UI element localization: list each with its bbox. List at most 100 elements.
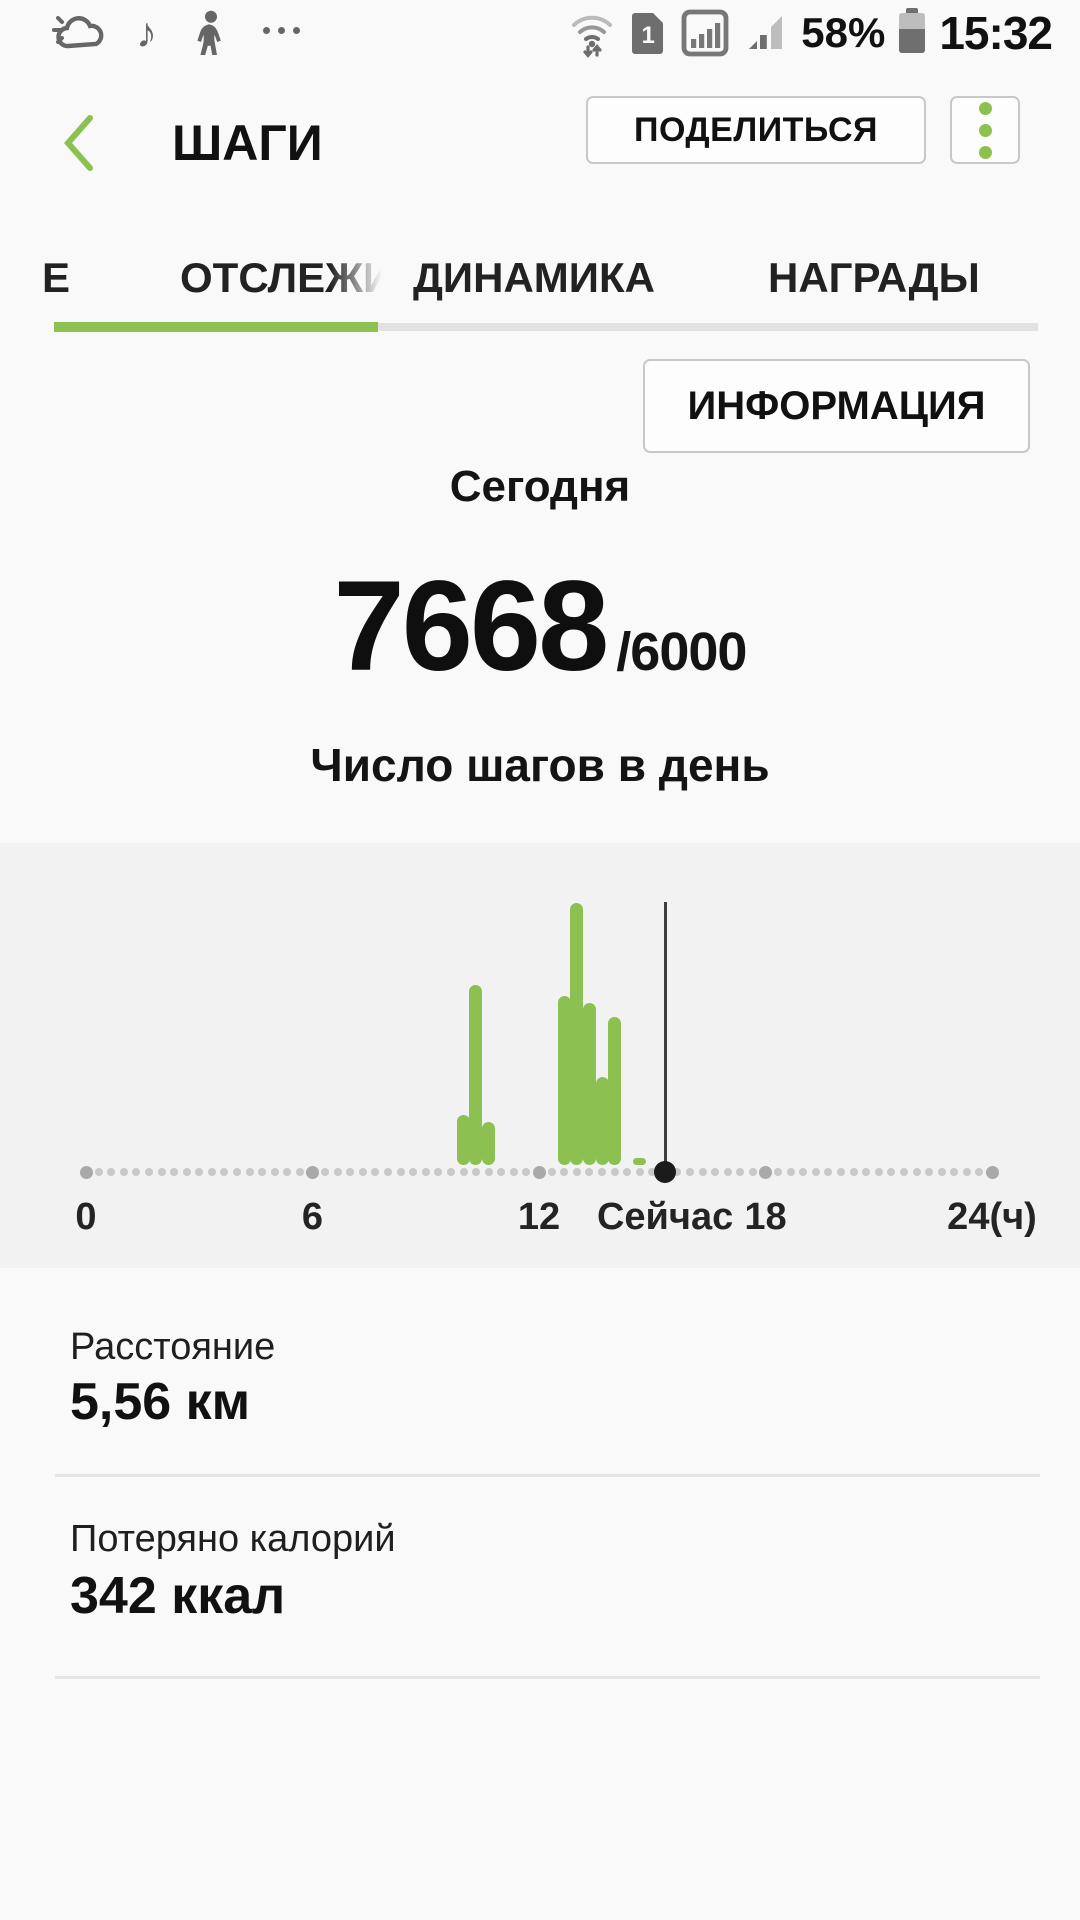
active-tab-underline	[54, 322, 378, 332]
status-left-icons: ♪	[52, 10, 300, 56]
axis-dot	[874, 1168, 883, 1176]
axis-dot	[673, 1168, 682, 1176]
axis-dot	[157, 1168, 166, 1176]
axis-dot	[144, 1168, 153, 1176]
axis-tick-label: 0	[75, 1196, 97, 1238]
now-marker-dot	[654, 1161, 677, 1183]
step-bar	[482, 1122, 496, 1165]
axis-dot	[371, 1168, 380, 1176]
axis-tick-label: 6	[301, 1196, 324, 1238]
axis-dot	[799, 1168, 808, 1176]
axis-dot	[509, 1168, 518, 1176]
axis-dot	[220, 1168, 229, 1176]
status-right-icons: 1 58% 15:32	[567, 6, 1053, 60]
axis-dot	[572, 1168, 581, 1176]
step-bar	[469, 985, 483, 1165]
divider	[55, 1676, 1040, 1679]
music-note-icon: ♪	[136, 9, 157, 56]
steps-count: 7668	[333, 555, 610, 698]
axis-dot	[532, 1165, 546, 1179]
axis-dot	[472, 1168, 481, 1176]
step-bar	[582, 1003, 596, 1165]
axis-dot	[446, 1168, 455, 1176]
step-bar	[570, 903, 584, 1165]
axis-dot	[899, 1168, 908, 1176]
axis-dot	[321, 1168, 330, 1176]
axis-dot	[79, 1165, 93, 1179]
more-menu-button[interactable]	[950, 96, 1020, 164]
axis-dot	[434, 1168, 443, 1176]
boxed-signal-icon	[681, 9, 729, 57]
axis-dot	[283, 1168, 292, 1176]
svg-text:1: 1	[642, 22, 655, 49]
axis-dot	[295, 1168, 304, 1176]
axis-dot	[560, 1168, 569, 1176]
axis-dot	[635, 1168, 644, 1176]
chart-canvas[interactable]: 0 6 12 Сейчас 18 24(ч)	[0, 843, 1080, 1268]
axis-tick-label: 18	[744, 1196, 787, 1238]
steps-caption: Число шагов в день	[310, 739, 770, 791]
axis-dot	[985, 1165, 999, 1179]
status-bar: ♪	[0, 0, 1080, 64]
tab-rewards[interactable]: НАГРАДЫ	[768, 254, 980, 301]
axis-dot	[748, 1168, 757, 1176]
axis-dot	[736, 1168, 745, 1176]
information-button[interactable]: ИНФОРМАЦИЯ	[643, 359, 1030, 453]
axis-dot	[585, 1168, 594, 1176]
share-button[interactable]: ПОДЕЛИТЬСЯ	[586, 96, 926, 164]
axis-dot	[950, 1168, 959, 1176]
axis-dot	[723, 1168, 732, 1176]
axis-dot	[207, 1168, 216, 1176]
axis-dot	[786, 1168, 795, 1176]
wifi-icon	[567, 8, 617, 58]
back-button[interactable]	[58, 112, 102, 174]
axis-dot	[459, 1168, 468, 1176]
axis-dot	[937, 1168, 946, 1176]
axis-dot	[849, 1168, 858, 1176]
stat-label: Расстояние	[70, 1326, 276, 1368]
axis-dot	[522, 1168, 531, 1176]
axis-dot	[811, 1168, 820, 1176]
steps-goal: /6000	[616, 622, 747, 682]
axis-dot	[759, 1165, 772, 1179]
axis-dot	[396, 1168, 405, 1176]
axis-dot	[887, 1168, 896, 1176]
axis-dot	[497, 1168, 506, 1176]
axis-dot	[170, 1168, 179, 1176]
axis-dot	[119, 1168, 128, 1176]
axis-tick-label: 12	[517, 1196, 561, 1238]
pedometer-icon	[189, 10, 231, 56]
sim-card-icon: 1	[631, 11, 667, 55]
axis-dot	[484, 1168, 493, 1176]
axis-dot	[270, 1168, 279, 1176]
axis-dot	[333, 1168, 342, 1176]
axis-dot	[597, 1168, 606, 1176]
axis-tick-label: 24(ч)	[947, 1196, 1037, 1238]
tab-trends[interactable]: ДИНАМИКА	[413, 254, 655, 301]
axis-dot	[421, 1168, 430, 1176]
axis-tick-label: Сейчас	[596, 1196, 734, 1238]
axis-dot	[711, 1168, 720, 1176]
axis-dot	[245, 1168, 254, 1176]
axis-dot	[824, 1168, 833, 1176]
battery-percent: 58%	[801, 9, 886, 56]
stat-label: Потеряно калорий	[70, 1518, 396, 1560]
axis-dot	[774, 1168, 783, 1176]
axis-dot	[962, 1168, 971, 1176]
axis-dot	[648, 1168, 657, 1176]
signal-strength-icon	[743, 11, 787, 55]
more-notifications-icon	[263, 26, 300, 40]
axis-dot	[132, 1168, 141, 1176]
stat-value: 342 ккал	[70, 1567, 286, 1625]
axis-dot	[547, 1168, 556, 1176]
page-title: ШАГИ	[172, 115, 323, 171]
axis-dot	[182, 1168, 191, 1176]
axis-dot	[94, 1168, 103, 1176]
axis-dot	[912, 1168, 921, 1176]
tab-partial-left[interactable]: Е	[42, 254, 71, 301]
axis-dot	[610, 1168, 619, 1176]
steps-summary: 7668 /6000	[0, 555, 1080, 698]
axis-dot	[925, 1168, 934, 1176]
axis-dot	[623, 1168, 632, 1176]
